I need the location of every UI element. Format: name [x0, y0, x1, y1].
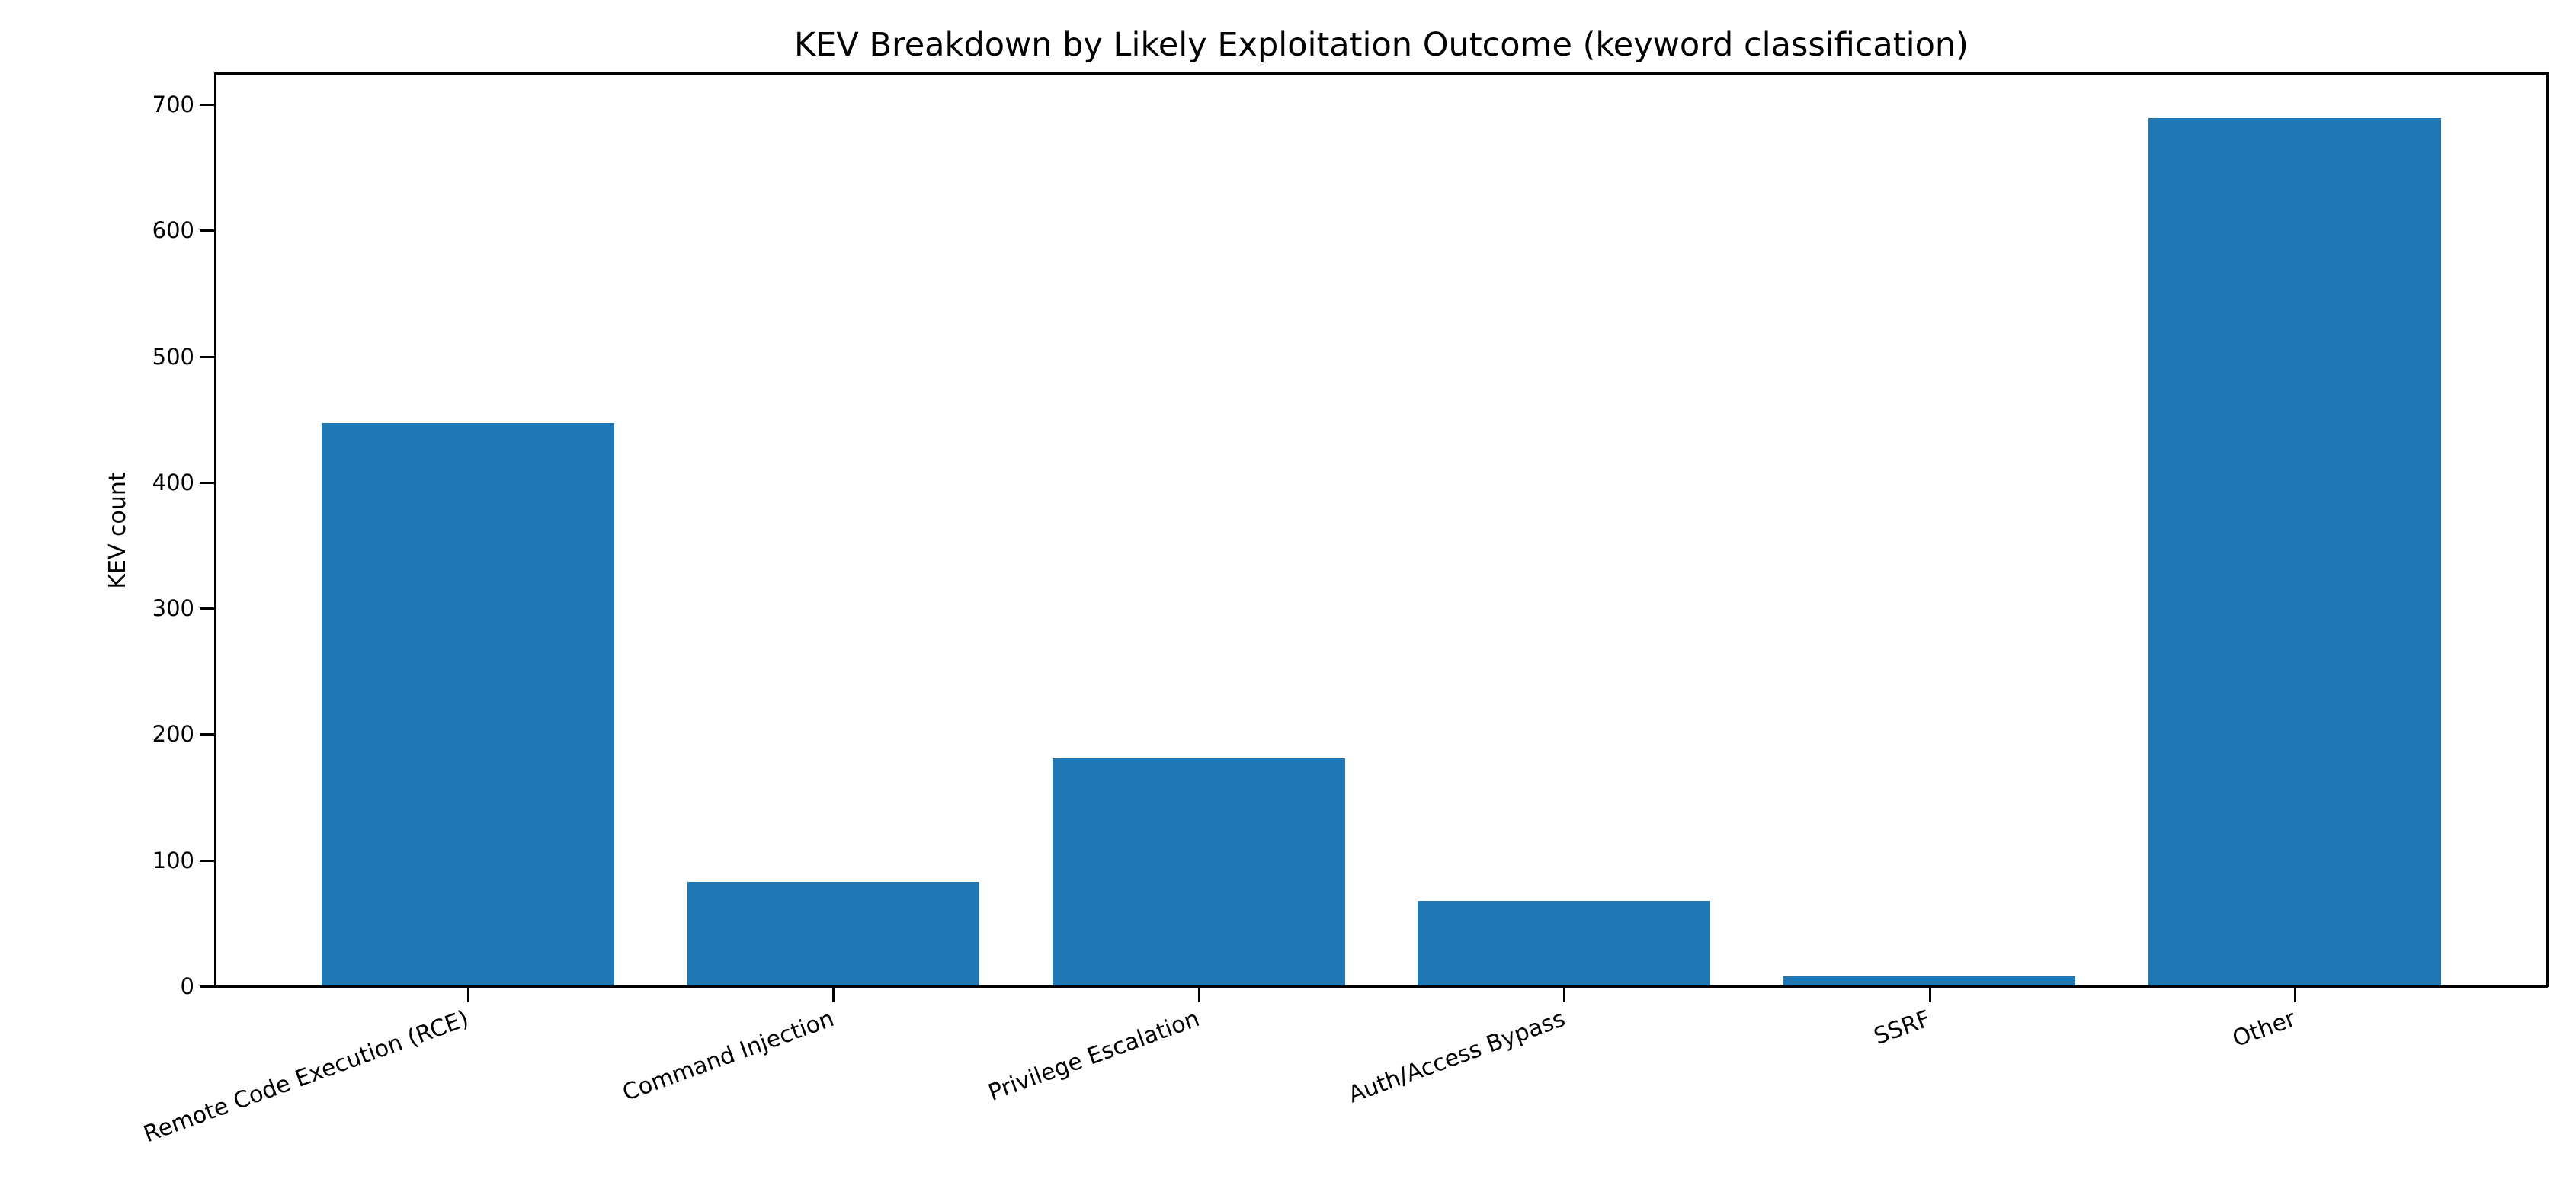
y-tick-label: 100 — [152, 847, 194, 873]
x-tick-mark — [832, 986, 835, 1002]
bar — [687, 881, 980, 986]
x-tick-mark — [2294, 986, 2297, 1002]
left-spine — [214, 72, 216, 987]
y-tick-mark — [200, 229, 216, 232]
y-tick-label: 400 — [152, 469, 194, 495]
x-tick-label: Auth/Access Bypass — [1344, 1005, 1568, 1109]
x-tick-mark — [1197, 986, 1200, 1002]
bar — [1418, 900, 1710, 986]
y-tick-label: 600 — [152, 217, 194, 244]
x-tick-label: SSRF — [1870, 1005, 1934, 1051]
y-tick-label: 500 — [152, 343, 194, 370]
y-tick-mark — [200, 355, 216, 358]
y-tick-mark — [200, 985, 216, 988]
y-tick-label: 200 — [152, 721, 194, 748]
y-axis-label: KEV count — [104, 472, 131, 589]
x-tick-label: Remote Code Execution (RCE) — [139, 1005, 473, 1149]
bar — [1783, 976, 2076, 986]
y-tick-mark — [200, 733, 216, 736]
y-tick-label: 300 — [152, 595, 194, 622]
x-tick-mark — [466, 986, 469, 1002]
bottom-spine — [214, 985, 2548, 988]
y-tick-label: 700 — [152, 91, 194, 117]
y-tick-label: 0 — [180, 973, 194, 999]
x-tick-mark — [1563, 986, 1566, 1002]
y-tick-mark — [200, 859, 216, 862]
top-spine — [214, 72, 2548, 75]
bar — [2148, 117, 2441, 986]
y-tick-mark — [200, 104, 216, 106]
right-spine — [2546, 72, 2549, 987]
x-tick-label: Command Injection — [619, 1005, 838, 1107]
plot-area — [214, 72, 2549, 988]
bar — [322, 422, 614, 986]
bar — [1052, 758, 1345, 986]
x-tick-label: Other — [2228, 1005, 2299, 1053]
chart-title: KEV Breakdown by Likely Exploitation Out… — [794, 26, 1969, 64]
y-tick-mark — [200, 607, 216, 611]
x-tick-label: Privilege Escalation — [985, 1005, 1203, 1107]
x-tick-mark — [1928, 986, 1931, 1002]
y-tick-mark — [200, 481, 216, 484]
